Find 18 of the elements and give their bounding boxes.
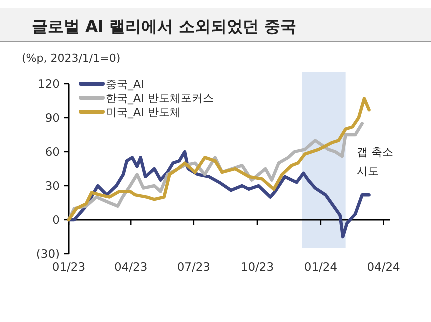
chart-title: 글로벌 AI 랠리에서 소외되었던 중국 xyxy=(32,17,297,36)
y-tick-label: 90 xyxy=(45,111,60,125)
y-tick-label: (30) xyxy=(36,247,60,261)
x-tick-label: 04/24 xyxy=(367,260,400,274)
y-tick-label: 0 xyxy=(52,213,60,227)
x-tick-label: 07/23 xyxy=(177,260,211,274)
x-tick-label: 04/23 xyxy=(114,260,148,274)
x-tick-label: 01/23 xyxy=(52,260,86,274)
legend-label: 미국_AI 반도체 xyxy=(106,106,181,119)
y-tick-label: 60 xyxy=(45,145,60,159)
x-tick-label: 10/23 xyxy=(240,260,274,274)
y-tick-label: 120 xyxy=(38,77,60,91)
legend-label: 중국_AI xyxy=(106,78,144,91)
annotation: 갭 축소 시도 xyxy=(357,146,394,178)
y-tick-label: 30 xyxy=(45,179,60,193)
y-axis-title: (%p, 2023/1/1=0) xyxy=(22,52,121,65)
x-tick-label: 01/24 xyxy=(304,260,338,274)
legend-label: 한국_AI 반도체포커스 xyxy=(106,92,214,105)
